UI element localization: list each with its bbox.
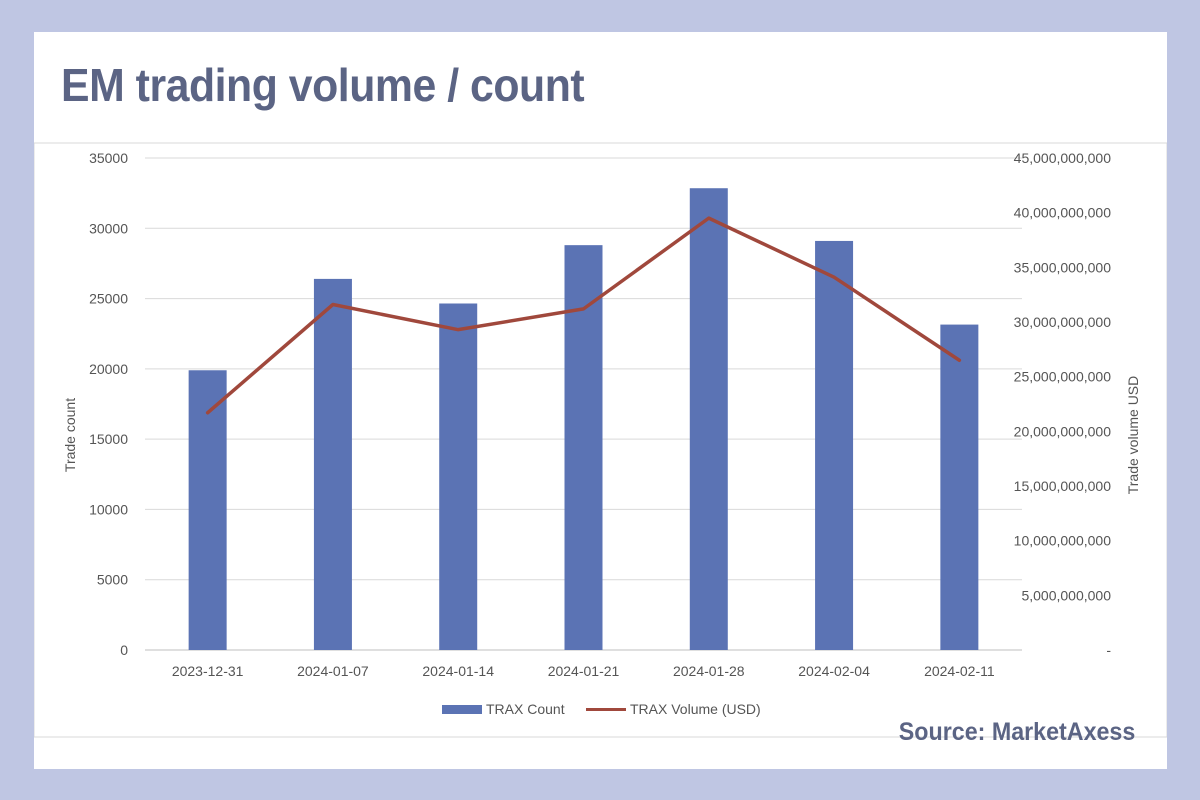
bar-series [188,188,979,651]
y2-tick-label: 30,000,000,000 [1014,314,1112,330]
bar [313,278,352,650]
plot-area-border [34,142,1167,738]
x-tick-label: 2024-02-11 [924,663,995,679]
legend: TRAX Count TRAX Volume (USD) [442,701,761,717]
y-tick-label: 35000 [89,150,128,166]
source-note: Source: MarketAxess [898,718,1135,746]
page-title: EM trading volume / count [61,59,585,111]
legend-swatch-count [442,705,482,714]
bar [940,324,979,650]
y-tick-label: 30000 [89,220,128,236]
y-axis-title: Trade count [62,398,78,472]
y-tick-label: 0 [120,642,128,658]
x-tick-label: 2024-01-14 [422,663,494,679]
y-tick-label: 15000 [89,431,128,447]
x-tick-label: 2023-12-31 [172,663,244,679]
x-tick-label: 2024-02-04 [798,663,870,679]
bar [564,245,603,650]
line-series [205,216,962,415]
y-tick-label: 10000 [89,501,128,517]
x-tick-label: 2024-01-28 [673,663,745,679]
bar [439,303,478,650]
x-tick-label: 2024-01-21 [548,663,620,679]
bar [188,370,227,650]
y2-tick-label: 40,000,000,000 [1014,205,1112,221]
x-axis: 2023-12-31 2024-01-07 2024-01-14 2024-01-21… [172,663,995,679]
y2-tick-label: 20,000,000,000 [1014,423,1112,439]
y2-tick-label: 10,000,000,000 [1014,533,1112,549]
bar [689,188,728,651]
y-tick-label: 20000 [89,361,128,377]
legend-label-volume: TRAX Volume (USD) [630,701,761,717]
y2-tick-label: 35,000,000,000 [1014,259,1112,275]
y-tick-label: 5000 [97,572,128,588]
y2-tick-label: 15,000,000,000 [1014,478,1112,494]
y-axis-right: - 5,000,000,000 10,000,000,000 15,000,000,0… [1014,150,1112,658]
y2-tick-label: 25,000,000,000 [1014,369,1112,385]
bar [815,240,854,651]
y-tick-label: 25000 [89,291,128,307]
x-tick-label: 2024-01-07 [297,663,369,679]
legend-label-count: TRAX Count [486,701,565,717]
volume-line [205,216,962,415]
y2-axis-title: Trade volume USD [1125,376,1141,495]
y-axis-left: 0 5000 10000 15000 20000 25000 30000 35000 [89,150,128,658]
y2-tick-label: 45,000,000,000 [1014,150,1112,166]
combo-chart: 0 5000 10000 15000 20000 25000 30000 35000 - 5,0… [34,142,1167,738]
y2-tick-label: 5,000,000,000 [1021,587,1111,603]
chart-card: EM trading volume / count 0 5000 10000 1500… [34,32,1167,769]
y2-tick-label: - [1106,642,1111,658]
